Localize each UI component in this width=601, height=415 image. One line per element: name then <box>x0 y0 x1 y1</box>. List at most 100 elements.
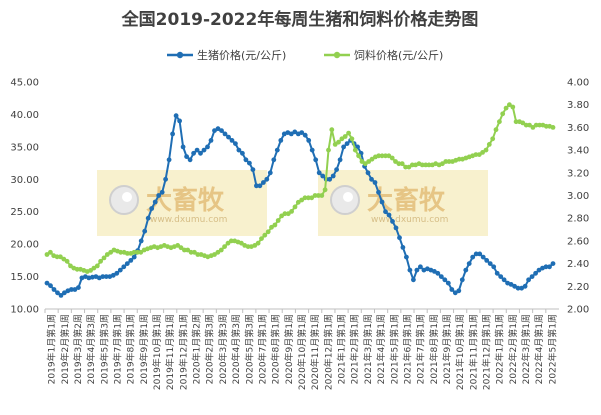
x-tick-label: 2020年1月第2周 <box>191 314 203 384</box>
data-point-pig <box>470 254 476 260</box>
legend-marker-pig <box>176 51 184 59</box>
data-point-pig <box>51 287 57 292</box>
data-point-pig <box>48 283 53 289</box>
data-point-feed <box>486 142 492 147</box>
data-point-feed <box>389 155 395 161</box>
data-point-pig <box>145 215 151 221</box>
data-point-pig <box>236 147 242 153</box>
x-tick-label: 2021年5月第1周 <box>388 314 400 384</box>
watermark-url: www.dxumu.com <box>150 215 227 225</box>
data-point-pig <box>466 261 472 266</box>
data-point-feed <box>269 224 274 230</box>
data-point-pig <box>418 264 423 270</box>
data-point-feed <box>533 122 539 128</box>
y-left-tick-label: 40.00 <box>10 110 39 121</box>
data-point-pig <box>327 176 333 182</box>
data-point-feed <box>215 249 221 255</box>
data-point-pig <box>512 283 517 289</box>
data-point-feed <box>456 156 462 162</box>
data-point-feed <box>245 244 251 250</box>
data-point-pig <box>261 180 266 185</box>
data-point-pig <box>257 183 263 189</box>
data-point-pig <box>508 282 514 287</box>
data-point-feed <box>58 254 63 260</box>
data-point-feed <box>520 120 526 126</box>
y-left-tick-label: 45.00 <box>10 78 39 89</box>
data-point-pig <box>397 235 402 241</box>
data-point-pig <box>194 147 200 153</box>
data-point-feed <box>44 252 50 257</box>
data-point-pig <box>240 150 245 156</box>
data-point-feed <box>346 130 351 136</box>
data-point-pig <box>173 113 179 119</box>
data-point-feed <box>383 153 388 159</box>
data-point-feed <box>356 153 361 159</box>
data-point-pig <box>501 277 507 283</box>
watermark-brand: 大畜牧 <box>367 185 446 216</box>
data-point-feed <box>192 249 197 255</box>
data-point-feed <box>118 249 124 255</box>
data-point-feed <box>64 258 70 264</box>
data-point-feed <box>399 161 405 167</box>
x-tick-label: 2020年9月第1周 <box>283 314 295 384</box>
x-tick-label: 2020年11月第1周 <box>309 314 321 390</box>
data-point-pig <box>316 170 322 176</box>
data-point-pig <box>299 130 305 136</box>
data-point-feed <box>98 258 103 264</box>
data-point-pig <box>438 274 444 279</box>
data-point-pig <box>149 206 155 211</box>
data-point-feed <box>265 229 271 235</box>
data-point-pig <box>393 225 399 231</box>
data-point-feed <box>319 193 325 198</box>
y-left-tick-label: 30.00 <box>10 175 39 186</box>
data-point-pig <box>400 245 406 250</box>
data-point-pig <box>452 290 458 296</box>
x-tick-label: 2019年10月第1周 <box>151 314 163 390</box>
data-point-pig <box>309 147 315 153</box>
y-left-tick-label: 10.00 <box>10 305 39 316</box>
x-tick-label: 2021年7月第1周 <box>415 314 427 384</box>
data-point-feed <box>379 153 385 159</box>
x-tick-label: 2019年12月第1周 <box>177 314 189 390</box>
data-point-pig <box>201 147 207 153</box>
data-point-pig <box>187 157 193 163</box>
data-point-feed <box>493 127 499 133</box>
x-tick-label: 2021年8月第1周 <box>428 314 440 384</box>
data-point-feed <box>182 247 187 253</box>
data-point-pig <box>222 131 228 137</box>
x-tick-label: 2021年3月第1周 <box>362 314 374 384</box>
data-point-pig <box>463 267 469 273</box>
data-point-pig <box>103 274 109 279</box>
data-point-feed <box>131 249 137 255</box>
y-right-tick-label: 2.80 <box>567 214 589 225</box>
watermark-right: 大畜牧 www.dxumu.com <box>318 170 488 236</box>
data-point-feed <box>336 139 341 145</box>
data-point-pig <box>208 138 214 143</box>
data-point-feed <box>409 162 415 168</box>
data-point-pig <box>274 147 280 153</box>
data-point-pig <box>226 134 231 140</box>
x-tick-label: 2021年10月第1周 <box>454 314 466 390</box>
data-point-pig <box>212 128 217 134</box>
watermark-url: www.dxumu.com <box>371 215 448 225</box>
data-point-pig <box>386 212 392 218</box>
y-right-tick-label: 2.60 <box>567 236 589 247</box>
x-tick-label: 2019年11月第1周 <box>164 314 176 390</box>
data-point-pig <box>254 183 259 189</box>
x-tick-label: 2021年2月第1周 <box>349 314 361 384</box>
data-point-feed <box>446 159 452 164</box>
data-point-feed <box>292 204 298 210</box>
data-point-pig <box>522 283 528 289</box>
data-point-feed <box>329 127 335 133</box>
data-point-feed <box>490 136 496 142</box>
x-tick-label: 2019年8月第1周 <box>125 314 137 384</box>
watermark-logo-icon-inner <box>122 192 132 202</box>
data-point-feed <box>275 218 281 223</box>
y-left-tick-label: 15.00 <box>10 272 39 283</box>
data-point-pig <box>264 176 270 182</box>
data-point-pig <box>233 141 238 147</box>
data-point-pig <box>142 228 148 234</box>
data-point-feed <box>228 238 234 244</box>
data-point-pig <box>131 254 137 260</box>
data-point-feed <box>483 147 489 153</box>
